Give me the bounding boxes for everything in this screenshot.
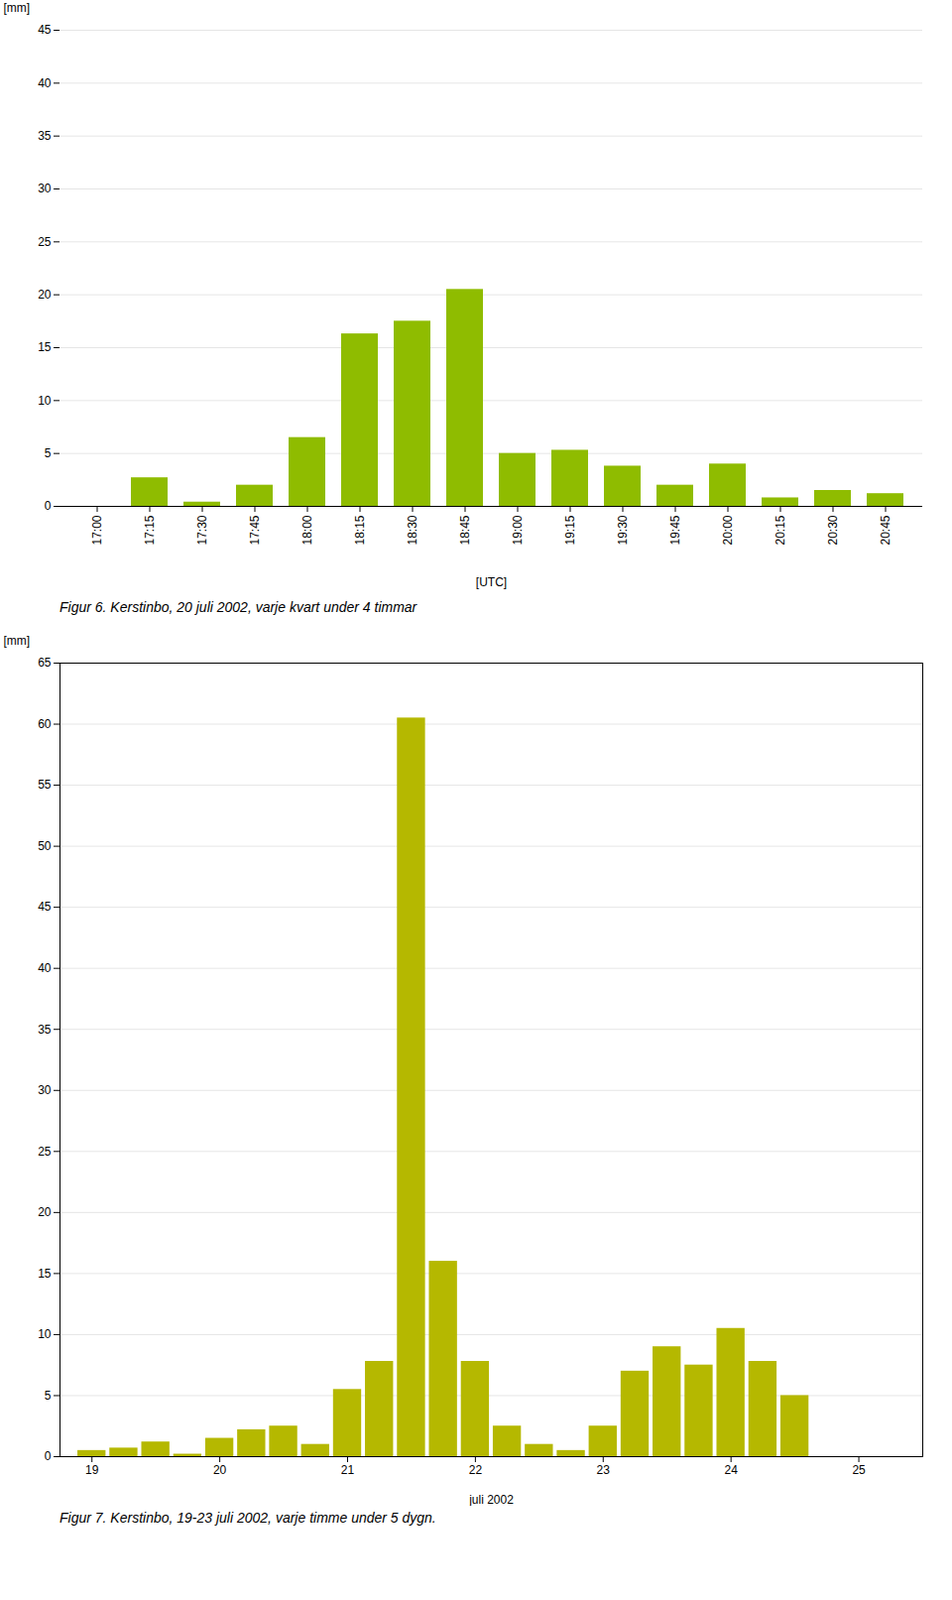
svg-text:45: 45 bbox=[37, 899, 52, 914]
svg-text:21: 21 bbox=[341, 1462, 356, 1477]
svg-text:60: 60 bbox=[37, 716, 52, 731]
svg-text:20:45: 20:45 bbox=[878, 514, 893, 545]
svg-text:40: 40 bbox=[37, 960, 52, 975]
svg-text:17:15: 17:15 bbox=[142, 514, 157, 545]
html-text:Figur 7. Kerstinbo, 19-23 juli: Figur 7. Kerstinbo, 19-23 juli 2002, var… bbox=[59, 1509, 437, 1526]
svg-text:35: 35 bbox=[37, 128, 52, 143]
svg-text:20: 20 bbox=[213, 1462, 228, 1477]
svg-text:55: 55 bbox=[37, 777, 52, 792]
svg-text:17:45: 17:45 bbox=[247, 514, 262, 545]
svg-text:10: 10 bbox=[37, 1326, 52, 1341]
svg-text:35: 35 bbox=[37, 1022, 52, 1037]
svg-text:19: 19 bbox=[85, 1462, 100, 1477]
svg-text:24: 24 bbox=[723, 1462, 738, 1477]
svg-text:30: 30 bbox=[37, 1082, 52, 1097]
svg-text:19:45: 19:45 bbox=[668, 514, 683, 545]
svg-text:20:00: 20:00 bbox=[720, 514, 735, 545]
svg-text:19:00: 19:00 bbox=[510, 514, 525, 545]
html-text:Figur 6. Kerstinbo, 20 juli 20: Figur 6. Kerstinbo, 20 juli 2002, varje … bbox=[59, 598, 417, 615]
svg-text:22: 22 bbox=[469, 1462, 483, 1477]
svg-text:juli 2002: juli 2002 bbox=[468, 1492, 514, 1507]
svg-text:17:30: 17:30 bbox=[195, 514, 210, 545]
svg-text:18:15: 18:15 bbox=[353, 514, 367, 545]
svg-text:30: 30 bbox=[37, 181, 52, 196]
svg-text:5: 5 bbox=[44, 446, 52, 461]
svg-text:40: 40 bbox=[37, 76, 52, 91]
svg-text:50: 50 bbox=[37, 838, 52, 853]
svg-text:65: 65 bbox=[37, 655, 52, 670]
svg-text:10: 10 bbox=[37, 393, 52, 408]
svg-text:45: 45 bbox=[37, 22, 52, 37]
svg-text:19:15: 19:15 bbox=[563, 514, 578, 545]
svg-text:25: 25 bbox=[37, 1144, 52, 1159]
svg-text:18:30: 18:30 bbox=[405, 514, 420, 545]
svg-text:15: 15 bbox=[37, 340, 52, 355]
svg-text:25: 25 bbox=[851, 1462, 866, 1477]
svg-text:20: 20 bbox=[37, 1204, 52, 1219]
svg-text:20:15: 20:15 bbox=[773, 514, 788, 545]
svg-text:17:00: 17:00 bbox=[90, 514, 105, 545]
svg-text:0: 0 bbox=[44, 498, 52, 513]
svg-text:[UTC]: [UTC] bbox=[476, 575, 507, 590]
svg-text:0: 0 bbox=[44, 1448, 52, 1463]
svg-text:5: 5 bbox=[44, 1388, 52, 1403]
svg-text:15: 15 bbox=[37, 1266, 52, 1281]
svg-text:20:30: 20:30 bbox=[826, 514, 840, 545]
svg-text:18:00: 18:00 bbox=[300, 514, 315, 545]
svg-text:19:30: 19:30 bbox=[615, 514, 630, 545]
svg-text:[mm]: [mm] bbox=[3, 0, 31, 15]
svg-text:23: 23 bbox=[596, 1462, 611, 1477]
svg-text:18:45: 18:45 bbox=[458, 514, 473, 545]
svg-text:25: 25 bbox=[37, 235, 52, 249]
svg-text:[mm]: [mm] bbox=[3, 633, 31, 648]
svg-text:20: 20 bbox=[37, 287, 52, 302]
